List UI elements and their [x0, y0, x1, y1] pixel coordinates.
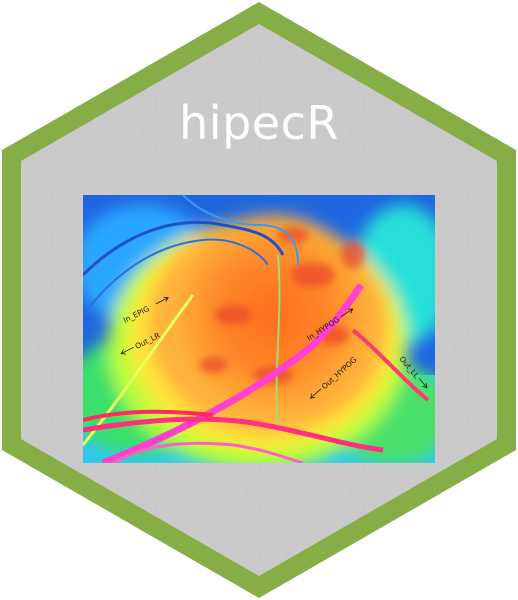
logo-title: hipecR [179, 96, 339, 150]
thermal-image: In_EPIG Out_LR In_HYPOG Out_HYPOG Out_LL [83, 195, 435, 463]
